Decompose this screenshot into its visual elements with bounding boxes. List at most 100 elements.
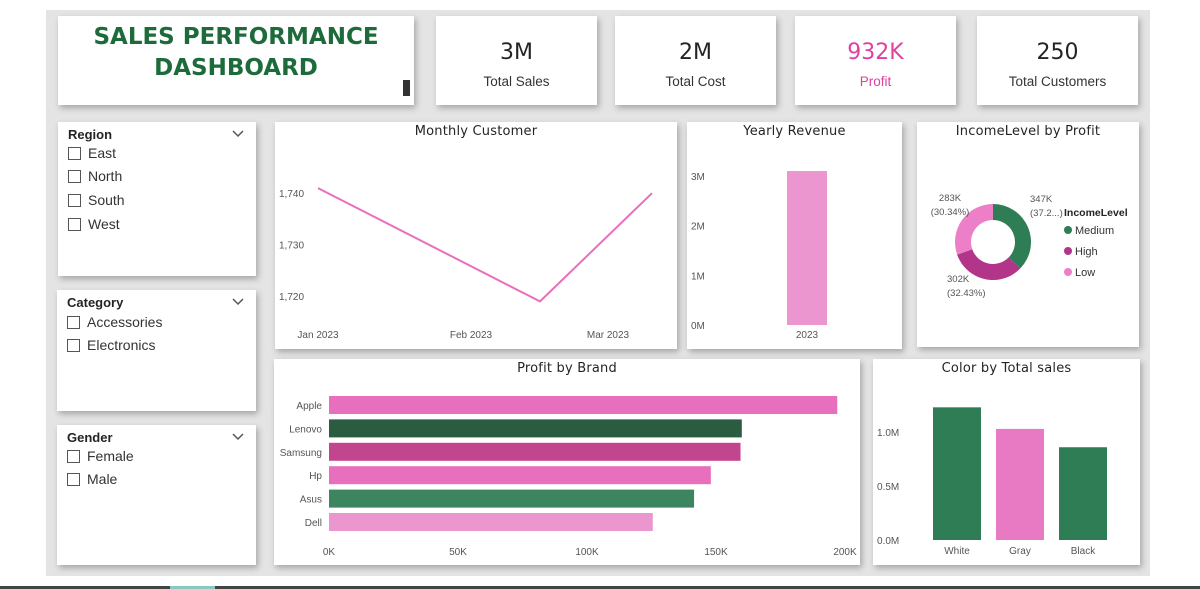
title-line-1: SALES PERFORMANCE: [93, 24, 379, 50]
bar: [1059, 447, 1107, 540]
cursor-marker-icon: [403, 80, 410, 96]
donut-slice: [993, 204, 1031, 269]
slicer-title: Category: [67, 295, 124, 310]
chart-title: Monthly Customer: [414, 124, 538, 139]
bar-chart-svg: 0M 1M 2M 3M 2023: [691, 171, 827, 341]
legend-label: Low: [1075, 267, 1095, 279]
line-chart-svg: 1,720 1,730 1,740 Jan 2023 Feb 2023 Mar 2023: [279, 187, 653, 341]
slicer-item-female[interactable]: Female: [67, 446, 134, 466]
x-tick-label: 50K: [449, 547, 467, 558]
y-tick-label: 0.5M: [877, 482, 899, 493]
y-tick-label: 1.0M: [877, 428, 899, 439]
checkbox[interactable]: [68, 217, 81, 231]
gender-slicer: Gender Female Male: [57, 425, 256, 565]
slicer-item-male[interactable]: Male: [67, 469, 117, 489]
category-slicer: Category Accessories Electronics: [57, 290, 256, 411]
data-label-value: 347K: [1030, 194, 1053, 205]
y-tick-label: 2M: [691, 222, 705, 233]
slicer-item-south[interactable]: South: [68, 190, 125, 210]
kpi-value: 2M: [679, 40, 712, 65]
slicer-title: Region: [68, 127, 113, 142]
bar: [329, 466, 711, 485]
y-tick-label: 1M: [691, 271, 705, 282]
checkbox[interactable]: [67, 472, 80, 486]
kpi-value: 3M: [500, 40, 533, 65]
bar: [329, 419, 742, 438]
slicer-title: Gender: [67, 430, 113, 445]
title-card: SALES PERFORMANCE DASHBOARD: [58, 16, 414, 105]
y-tick-label: Apple: [296, 401, 322, 412]
legend-label: Medium: [1075, 225, 1114, 237]
chevron-down-icon[interactable]: [232, 130, 244, 138]
slicer-item-east[interactable]: East: [68, 143, 116, 163]
kpi-value: 932K: [847, 40, 904, 65]
kpi-card-total-customers: 250 Total Customers: [977, 16, 1138, 105]
chart-title: Profit by Brand: [517, 361, 617, 376]
dashboard-title: SALES PERFORMANCE DASHBOARD: [58, 22, 414, 84]
donut-slice: [957, 249, 1021, 280]
x-tick-label: 150K: [704, 547, 728, 558]
x-tick-label: 200K: [833, 547, 857, 558]
series-line: [317, 187, 653, 303]
checkbox[interactable]: [67, 315, 80, 329]
slicer-item-label: Female: [87, 448, 134, 464]
y-tick-label: Dell: [305, 518, 322, 529]
x-tick-label: Black: [1071, 546, 1096, 557]
kpi-label: Total Sales: [483, 74, 550, 89]
slicer-item-label: West: [88, 216, 120, 232]
chevron-down-icon[interactable]: [232, 433, 244, 441]
y-tick-label: 3M: [691, 172, 705, 183]
monthly-customer-chart: Monthly Customer 1,720 1,730 1,740 Jan 2023…: [275, 122, 677, 349]
checkbox[interactable]: [68, 169, 81, 183]
kpi-card-profit: 932K Profit: [795, 16, 956, 105]
hbar-chart-svg: Apple Lenovo Samsung Hp Asus Dell 0K 50K 100K 150…: [280, 396, 857, 558]
slicer-item-label: North: [88, 168, 123, 184]
bar: [787, 171, 827, 325]
slicer-item-accessories[interactable]: Accessories: [67, 312, 162, 332]
legend-marker: [1064, 226, 1072, 234]
kpi-label: Total Customers: [1008, 74, 1107, 89]
y-tick-label: Lenovo: [289, 424, 322, 435]
region-slicer: Region East North South West: [58, 122, 256, 276]
x-tick-label: Mar 2023: [587, 330, 630, 341]
y-tick-label: 1,730: [279, 241, 304, 252]
x-tick-label: White: [944, 546, 970, 557]
donut-slice: [955, 204, 993, 255]
slicer-item-electronics[interactable]: Electronics: [67, 335, 155, 355]
checkbox[interactable]: [67, 449, 80, 463]
bar-chart-svg: 0.0M 0.5M 1.0M White Gray Black: [877, 407, 1107, 557]
profit-by-brand-chart: Profit by Brand Apple Lenovo Samsung Hp Asus…: [274, 359, 860, 565]
yearly-revenue-chart: Yearly Revenue 0M 1M 2M 3M 2023: [687, 122, 902, 349]
slicer-item-label: East: [88, 145, 117, 161]
checkbox[interactable]: [67, 338, 80, 352]
kpi-card-total-sales: 3M Total Sales: [436, 16, 597, 105]
y-tick-label: 1,720: [279, 292, 304, 303]
data-label-percent: (32.43%): [947, 288, 986, 299]
slicer-item-label: Male: [87, 471, 118, 487]
checkbox[interactable]: [68, 146, 81, 160]
chevron-down-icon[interactable]: [232, 298, 244, 306]
slicer-item-west[interactable]: West: [68, 214, 120, 234]
data-label-value: 302K: [947, 274, 970, 285]
slicer-item-north[interactable]: North: [68, 166, 122, 186]
donut-chart-svg: 347K (37.2...) 302K (32.43%) 283K (30.34%) Inc…: [931, 193, 1128, 299]
chart-title: IncomeLevel by Profit: [955, 124, 1101, 139]
checkbox[interactable]: [68, 193, 81, 207]
legend-marker: [1064, 247, 1072, 255]
title-line-2: DASHBOARD: [154, 55, 318, 81]
bar: [329, 442, 741, 461]
bottom-tab-indicator: [170, 586, 215, 589]
chart-title: Yearly Revenue: [743, 124, 846, 139]
y-tick-label: Hp: [309, 471, 322, 482]
kpi-value: 250: [1036, 40, 1079, 65]
y-tick-label: 1,740: [279, 189, 304, 200]
x-tick-label: Feb 2023: [450, 330, 493, 341]
bar: [933, 407, 981, 540]
x-tick-label: 100K: [575, 547, 599, 558]
legend-marker: [1064, 268, 1072, 276]
bottom-border: [0, 586, 1200, 589]
data-label-percent: (37.2...): [1030, 208, 1063, 219]
legend-title: IncomeLevel: [1064, 207, 1128, 219]
y-tick-label: Samsung: [280, 448, 322, 459]
legend-label: High: [1075, 246, 1098, 258]
